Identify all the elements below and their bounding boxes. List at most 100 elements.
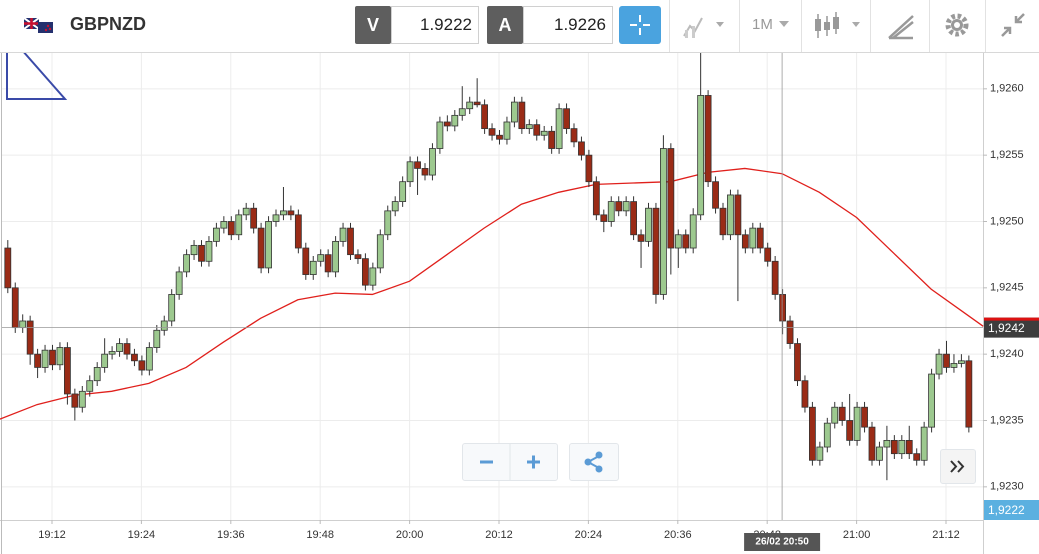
candle-body [280, 210, 287, 216]
zoom-in-button[interactable] [527, 455, 540, 469]
crosshair-label: 26/02 20:50 [755, 537, 809, 548]
candle-body [160, 320, 168, 331]
candle-body [674, 234, 682, 249]
separator [985, 0, 986, 52]
candle-body [4, 247, 12, 289]
candle-body [116, 343, 123, 352]
candle-body [823, 422, 831, 448]
candle-body [406, 161, 414, 183]
y-tick-label: 1,9250 [990, 215, 1024, 227]
symbol: GBPNZD [70, 14, 146, 34]
candle-body [78, 390, 86, 408]
candle-body [890, 439, 898, 455]
candle-body [265, 221, 272, 269]
last-price-label: 1,9242 [988, 321, 1025, 335]
candle-body [466, 101, 474, 110]
candle-body [816, 446, 824, 461]
candle-body [488, 128, 496, 136]
x-tick-label: 20:00 [396, 529, 424, 541]
share-button[interactable] [569, 443, 619, 481]
candle-body [414, 161, 421, 169]
candle-body [794, 343, 801, 382]
candle-body [376, 234, 384, 269]
crosshair-button[interactable] [619, 6, 661, 44]
candle-body [391, 201, 399, 212]
candle-body [548, 130, 556, 149]
buy-label[interactable]: A [487, 6, 523, 44]
candle-body [131, 353, 138, 362]
draw-button[interactable] [885, 6, 919, 44]
y-tick-label: 1,9235 [990, 414, 1024, 426]
candle-body [205, 240, 213, 262]
candle-body [369, 267, 377, 286]
sell-price[interactable]: 1.9222 [391, 6, 479, 44]
sell-label[interactable]: V [355, 6, 391, 44]
share-icon [584, 451, 603, 473]
candle-body [741, 234, 749, 249]
x-tick-label: 19:12 [38, 529, 66, 541]
candle-body [93, 367, 101, 382]
candle-body [607, 201, 615, 222]
candle-body [697, 95, 705, 216]
candle-body [861, 406, 868, 428]
candle-body [950, 363, 958, 368]
scroll-icon [950, 460, 965, 473]
candle-body [600, 214, 608, 222]
toolbar: GBPNZD V 1.9222 A 1.9226 1M [0, 0, 1039, 53]
zoom-icons [480, 444, 540, 480]
candle-body [235, 214, 243, 236]
candle-body [384, 210, 392, 236]
candle-body [436, 121, 444, 149]
candle-body [56, 347, 64, 366]
bid-price-badge [984, 500, 1039, 520]
x-tick-label: 20:12 [485, 529, 513, 541]
candle-body [451, 114, 459, 127]
candle-body [660, 148, 667, 295]
candle-body [19, 320, 27, 329]
candle-body [540, 130, 548, 136]
buy-price[interactable]: 1.9226 [523, 6, 613, 44]
candle-body [898, 439, 906, 455]
candle-body [250, 207, 258, 229]
candle-body [689, 214, 697, 249]
candle-body [958, 360, 965, 364]
collapse-button[interactable] [996, 6, 1030, 44]
candles-button[interactable] [812, 6, 867, 44]
candle-body [123, 343, 131, 355]
candle-body [831, 406, 839, 424]
candle-body [168, 294, 176, 322]
y-tick-label: 1,9260 [990, 83, 1024, 95]
candle-body [786, 320, 794, 344]
candle-body [645, 207, 652, 242]
crosshair-badge [744, 533, 821, 551]
candle-body [630, 201, 637, 236]
candle-body [943, 353, 950, 368]
candle-body [242, 207, 250, 216]
flag-icon [24, 18, 53, 33]
candle-body [11, 287, 19, 329]
candle-body [153, 329, 161, 348]
x-tick-label: 19:24 [128, 529, 156, 541]
candle-body [145, 347, 153, 371]
y-tick-label: 1,9230 [990, 481, 1024, 493]
timeframe[interactable]: 1M [752, 16, 773, 33]
settings-button[interactable] [940, 6, 974, 44]
separator [870, 0, 871, 52]
candle-body [34, 353, 41, 368]
chart-type-button[interactable] [680, 6, 730, 44]
candle-body [138, 360, 146, 371]
candle-body [421, 168, 429, 176]
candle-body [533, 124, 541, 136]
candle-body [257, 227, 265, 269]
candle-body [779, 294, 786, 322]
x-tick-label: 21:00 [843, 529, 871, 541]
candle-body [212, 227, 220, 242]
candle-body [853, 406, 861, 441]
candle-body [809, 406, 816, 461]
scroll-right-button[interactable] [940, 449, 976, 484]
x-tick-label: 19:36 [217, 529, 245, 541]
candle-body [317, 254, 325, 262]
x-tick-label: 19:48 [306, 529, 334, 541]
candle-body [272, 214, 280, 222]
candle-body [49, 349, 56, 366]
